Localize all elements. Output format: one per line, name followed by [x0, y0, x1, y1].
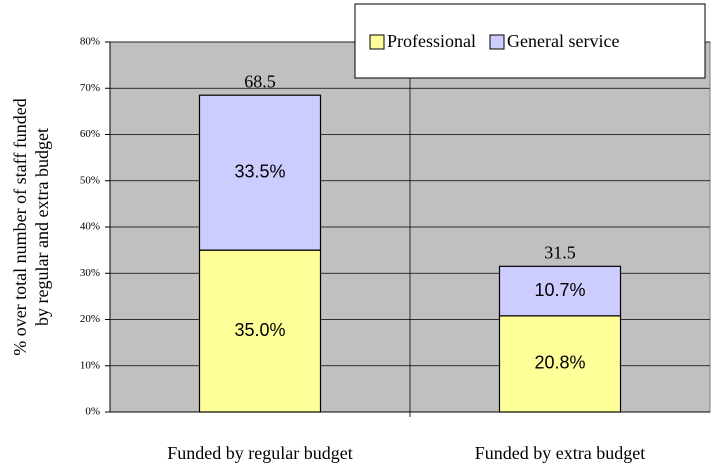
legend-label: Professional	[387, 31, 476, 51]
legend-box	[354, 3, 706, 79]
total-label: 68.5	[244, 71, 276, 91]
bar-segment	[198, 249, 322, 413]
x-tick-label: Funded by regular budget	[167, 443, 352, 463]
y-tick-label: 70%	[80, 82, 100, 94]
bar-segment	[498, 265, 622, 317]
value-label: 33.5%	[234, 161, 285, 181]
y-tick-label: 60%	[80, 128, 100, 140]
y-tick-label: 40%	[80, 221, 100, 233]
bar-segment	[198, 94, 322, 251]
y-tick-label: 80%	[80, 36, 100, 48]
y-tick-label: 30%	[80, 267, 100, 279]
y-tick-label: 20%	[80, 313, 100, 325]
legend-swatch	[489, 34, 505, 50]
legend: Professional General service	[354, 3, 706, 79]
legend-swatch	[369, 34, 385, 50]
y-tick-label: 50%	[80, 174, 100, 186]
y-tick-label: 0%	[85, 406, 100, 418]
y-axis-label: % over total number of staff funded	[10, 98, 30, 356]
value-label: 20.8%	[534, 353, 585, 373]
total-label: 31.5	[544, 242, 576, 262]
y-tick-label: 10%	[80, 359, 100, 371]
y-axis-label: by regular and extra budget	[32, 128, 52, 326]
legend-label: General service	[507, 31, 619, 51]
value-label: 10.7%	[534, 280, 585, 300]
x-tick-label: Funded by extra budget	[475, 443, 645, 463]
value-label: 35.0%	[234, 320, 285, 340]
